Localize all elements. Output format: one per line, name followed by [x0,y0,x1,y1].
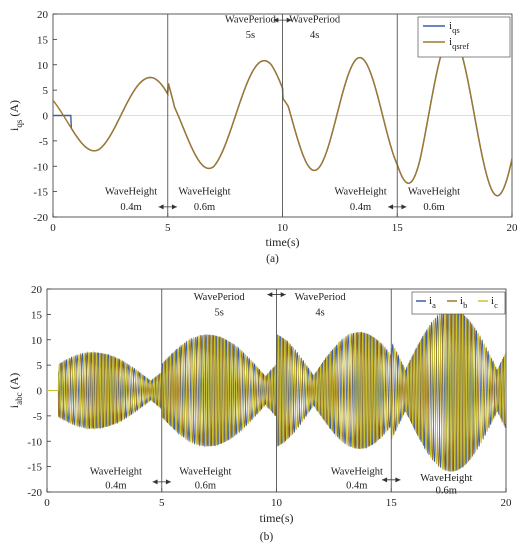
y-tick-label: 20 [37,9,49,21]
y-tick-label: -20 [33,212,48,224]
annotation-text: WaveHeight [408,187,460,198]
annotation-text: WaveHeight [331,467,383,478]
y-tick-label: -5 [33,411,43,423]
y-tick-label: 10 [31,335,43,347]
annotation-text: 5s [214,307,223,318]
x-tick-label: 0 [44,497,50,509]
y-tick-label: 5 [43,85,49,97]
legend-label: iqsref [449,36,469,51]
annotation-text: WaveHeight [420,473,472,484]
annotation-text: WavePeriod [289,15,341,26]
y-axis-label-main: i [7,127,21,131]
x-tick-label: 5 [159,497,165,509]
annotation-text: WaveHeight [105,187,157,198]
annotation-arrow [273,17,292,23]
y-axis-label-sub: qs [14,119,24,128]
x-tick-label: 20 [501,497,513,509]
y-axis-label-sub: abc [14,392,24,405]
x-tick-label: 0 [50,222,56,234]
chart-b: 0 5 10 15 20 -20 -15 -10 -5 0 5 10 15 20 time(s) iabc (A… [7,284,512,543]
legend-label: ic [491,295,498,310]
annotation-text: WavePeriod [225,15,277,26]
annotation-arrow [158,204,177,210]
y-tick-label: -20 [27,487,42,499]
y-tick-label: 5 [37,360,43,372]
annotation-text: WavePeriod [295,292,347,303]
y-axis-label-main: i [7,404,21,408]
y-axis-label-unit: (A) [7,100,21,117]
annotation-text: 5s [246,30,255,41]
x-tick-label: 15 [392,222,404,234]
annotation-text: 0.4m [120,202,141,213]
y-tick-label: -10 [27,436,42,448]
y-axis-label-unit: (A) [7,373,21,390]
legend-item-ic: ic [478,295,498,310]
y-tick-label: 10 [37,60,49,72]
annotation-arrow [267,292,286,298]
panel-label: (b) [260,531,274,543]
y-tick-label: 20 [31,284,43,296]
legend-item-iqs: iqs [423,20,460,35]
x-axis-label: time(s) [266,235,300,249]
x-axis-label: time(s) [260,511,294,525]
annotation-arrow [382,477,401,483]
annotation-text: 0.4m [105,480,126,491]
chart-a: 0 5 10 15 20 -20 -15 -10 -5 0 5 10 15 20 time(s) iqs (A)… [7,9,518,265]
annotation-text: 0.6m [436,486,457,497]
y-axis-label: iabc (A) [7,373,24,409]
annotation-text: 0.6m [195,480,216,491]
x-tick-label: 10 [277,222,289,234]
y-tick-label: -15 [33,187,48,199]
annotation-text: WaveHeight [179,467,231,478]
y-tick-label: -5 [39,136,49,148]
panel-label: (a) [266,253,279,265]
y-tick-label: 0 [43,111,49,123]
annotation-arrow [388,204,407,210]
legend-item-ia: ia [416,295,436,310]
annotation-text: WavePeriod [194,292,246,303]
legend-item-ib: ib [447,295,467,310]
legend-label: ia [429,295,436,310]
legend-label: ib [460,295,467,310]
annotation-text: 4s [315,307,324,318]
annotation-text: 0.4m [346,480,367,491]
x-tick-label: 15 [386,497,398,509]
y-tick-label: -15 [27,462,42,474]
y-tick-label: 0 [37,386,43,398]
legend: ia ib ic [411,291,506,315]
annotation-text: 0.6m [194,202,215,213]
annotation-arrow [152,479,171,485]
annotation-text: WaveHeight [90,467,142,478]
annotation-text: WaveHeight [178,187,230,198]
annotation-text: 4s [310,30,319,41]
y-tick-label: -10 [33,161,48,173]
annotation-text: 0.6m [423,202,444,213]
annotation-text: WaveHeight [334,187,386,198]
x-tick-label: 10 [271,497,283,509]
legend-item-iqsref: iqsref [423,36,469,51]
x-tick-label: 5 [165,222,171,234]
y-tick-label: 15 [31,309,43,321]
annotation-text: 0.4m [350,202,371,213]
y-tick-label: 15 [37,34,49,46]
x-tick-label: 20 [507,222,519,234]
y-axis-label: iqs (A) [7,100,24,131]
legend-label: iqs [449,20,460,35]
